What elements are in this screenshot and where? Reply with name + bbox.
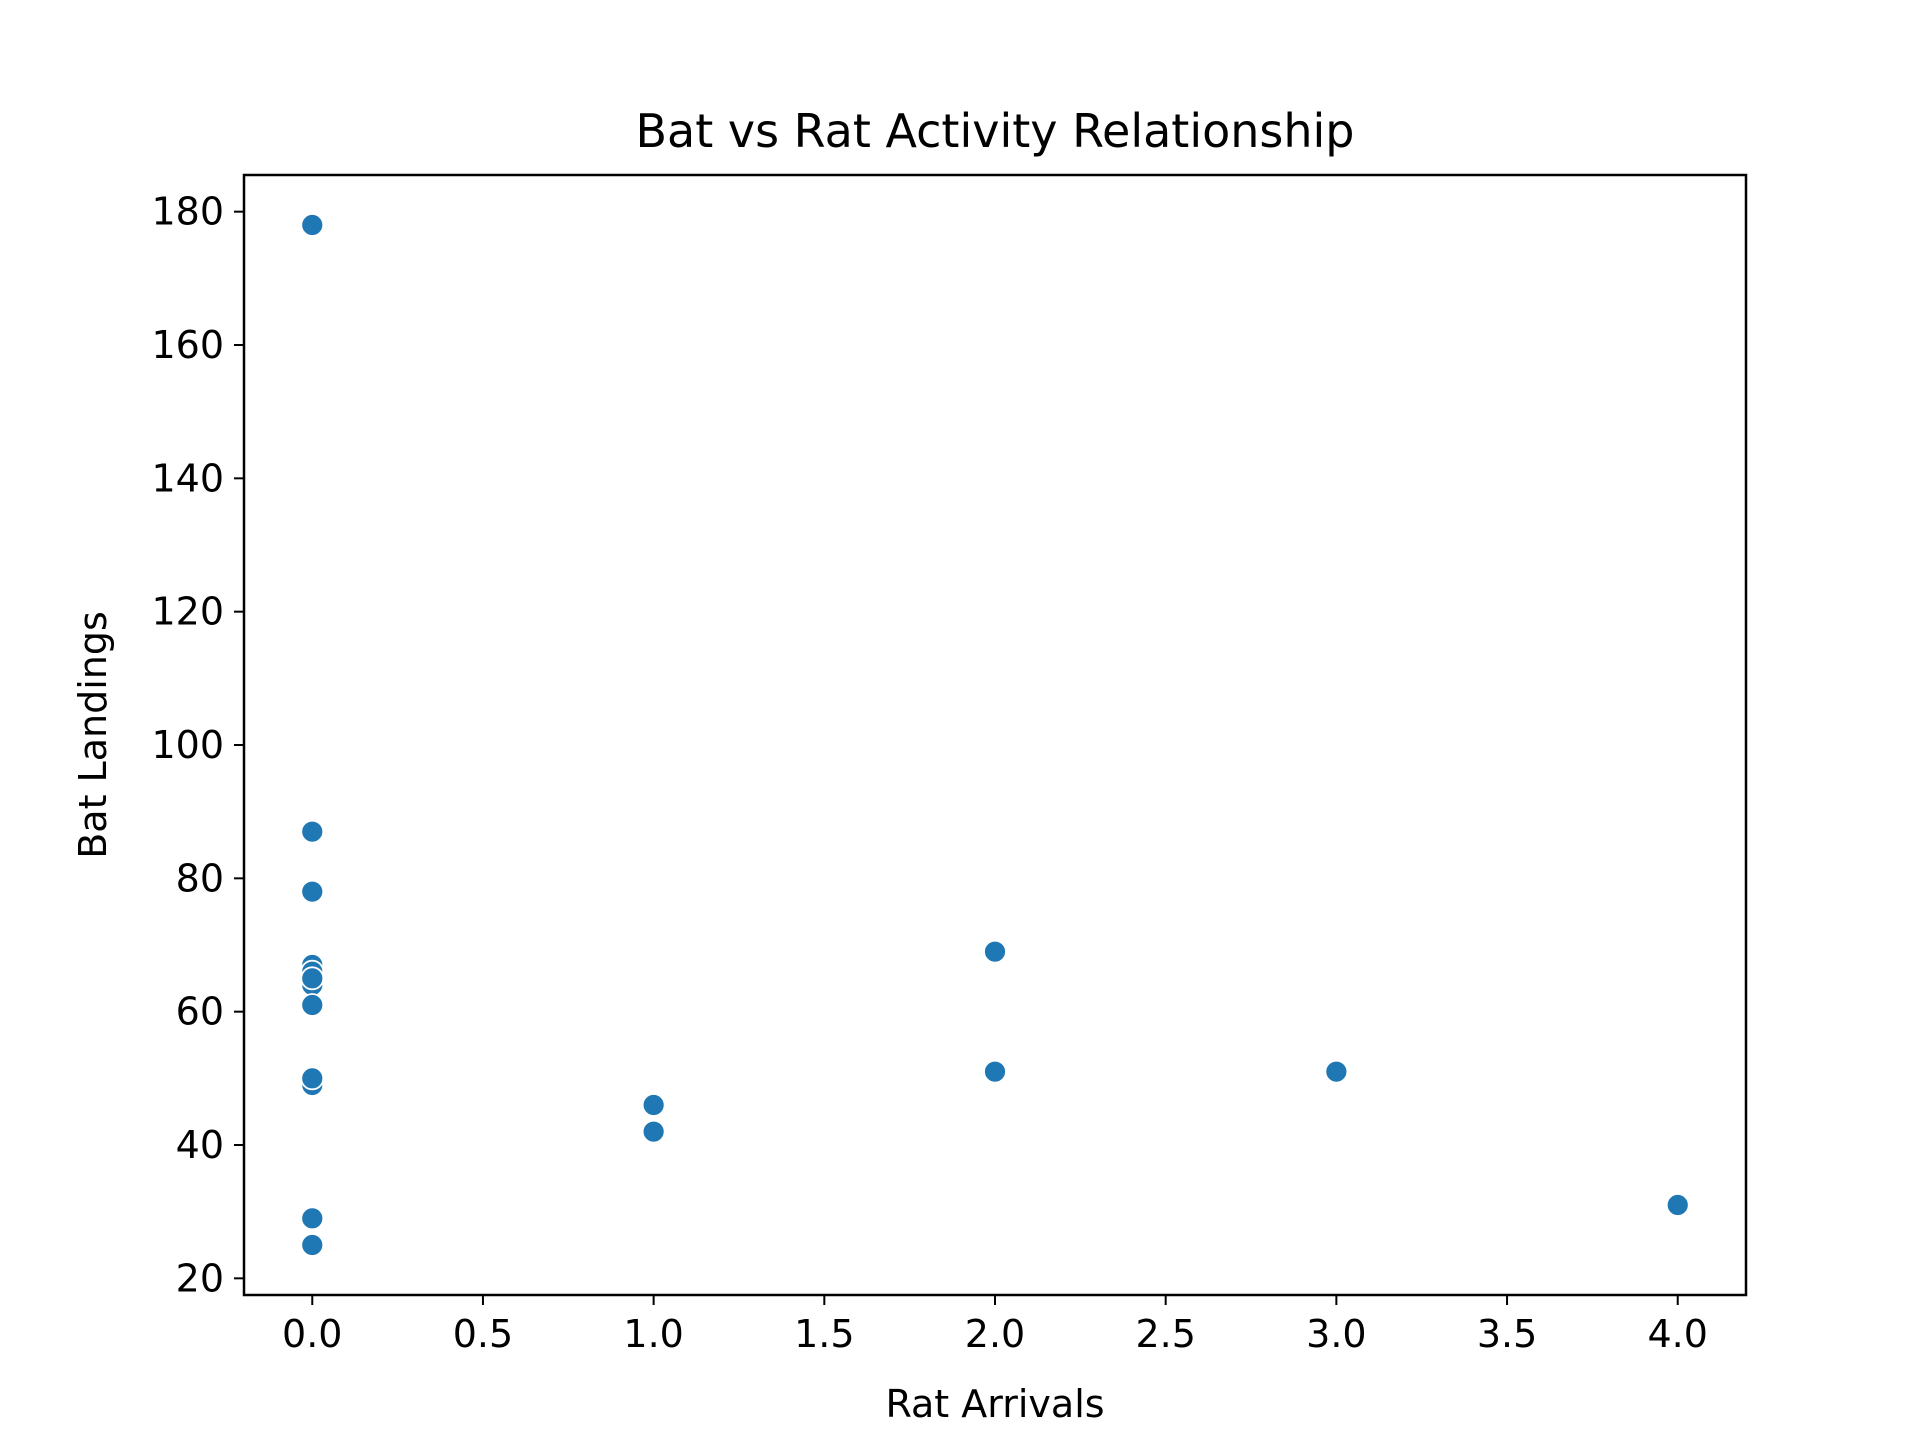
data-point <box>1324 1059 1349 1084</box>
data-point <box>300 1206 325 1231</box>
x-axis-ticks: 0.0 0.5 1.0 1.5 2.0 2.5 3.0 3.5 4.0 <box>282 1295 1708 1356</box>
data-point <box>300 966 325 991</box>
y-axis-label: Bat Landings <box>71 611 115 859</box>
x-tick-label: 0.5 <box>453 1312 513 1356</box>
x-tick-label: 3.0 <box>1306 1312 1366 1356</box>
y-tick-label: 100 <box>151 723 224 767</box>
data-point <box>983 1059 1007 1084</box>
data-point <box>1665 1193 1690 1217</box>
data-point <box>983 939 1007 964</box>
data-point <box>641 1119 666 1144</box>
chart-title: Bat vs Rat Activity Relationship <box>635 104 1354 158</box>
x-tick-label: 0.0 <box>282 1312 342 1356</box>
y-tick-label: 40 <box>176 1123 224 1167</box>
x-tick-label: 2.5 <box>1135 1312 1195 1356</box>
data-point <box>300 1233 325 1257</box>
y-tick-label: 20 <box>176 1256 224 1300</box>
data-point <box>641 1093 666 1117</box>
data-point <box>300 819 325 844</box>
x-tick-label: 1.0 <box>623 1312 683 1356</box>
data-point <box>300 213 325 237</box>
y-tick-label: 80 <box>176 856 224 900</box>
x-tick-label: 4.0 <box>1648 1312 1708 1356</box>
y-axis-ticks: 20 40 60 80 100 120 140 160 180 <box>151 190 244 1300</box>
x-tick-label: 1.5 <box>794 1312 854 1356</box>
data-point <box>300 1066 325 1091</box>
x-axis-label: Rat Arrivals <box>885 1382 1104 1426</box>
y-tick-label: 160 <box>151 323 224 367</box>
y-tick-label: 180 <box>151 190 224 234</box>
y-tick-label: 140 <box>151 456 224 500</box>
data-point <box>300 879 325 904</box>
data-point <box>300 993 325 1017</box>
x-tick-label: 3.5 <box>1477 1312 1537 1356</box>
plot-area-frame <box>242 173 1748 1297</box>
data-points <box>300 213 1690 1257</box>
x-tick-label: 2.0 <box>965 1312 1025 1356</box>
y-tick-label: 120 <box>151 590 224 634</box>
y-tick-label: 60 <box>176 990 224 1034</box>
